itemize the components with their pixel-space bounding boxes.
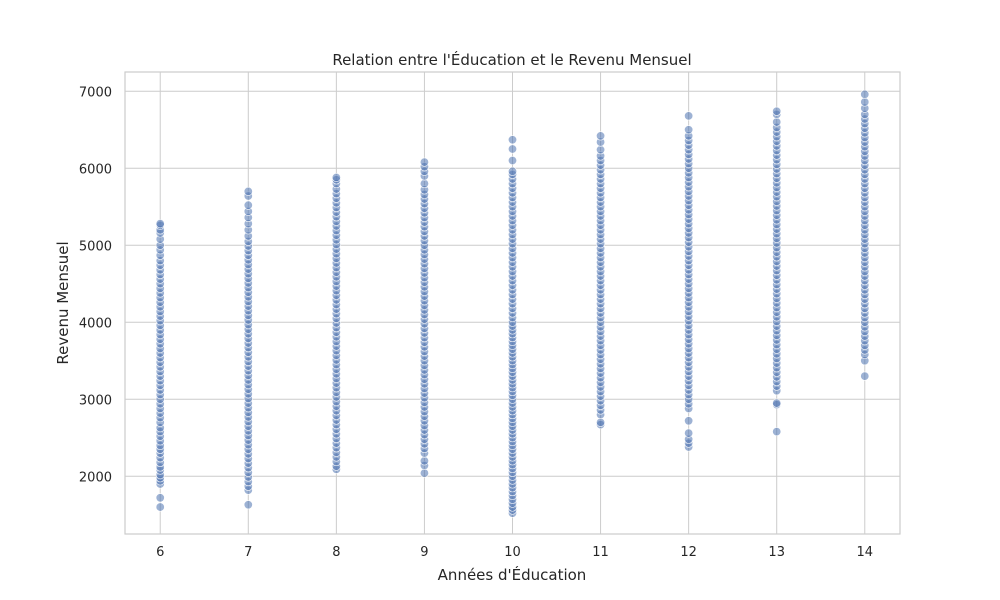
plot-frame (124, 71, 901, 535)
data-point (155, 219, 165, 229)
data-point (419, 157, 429, 167)
data-point (684, 111, 694, 121)
y-tick-label: 2000 (79, 470, 112, 485)
x-tick-label: 9 (420, 545, 428, 560)
x-tick-label: 6 (156, 545, 164, 560)
y-tick-label: 5000 (79, 239, 112, 254)
x-tick-label: 12 (680, 545, 697, 560)
y-axis-label: Revenu Mensuel (54, 241, 72, 364)
data-points (155, 89, 870, 518)
y-tick-label: 7000 (79, 85, 112, 100)
data-point (155, 493, 165, 503)
data-point (772, 117, 782, 127)
data-point (419, 179, 429, 189)
data-point (596, 417, 606, 427)
data-point (155, 502, 165, 512)
x-tick-label: 14 (856, 545, 873, 560)
data-point (507, 135, 517, 145)
data-point (507, 166, 517, 176)
x-tick-labels: 6 7 8 9 10 11 12 13 14 (156, 545, 873, 560)
data-point (596, 145, 606, 155)
x-tick-label: 11 (592, 545, 609, 560)
x-tick-label: 7 (244, 545, 252, 560)
data-point (772, 106, 782, 116)
y-tick-label: 6000 (79, 162, 112, 177)
chart-title: Relation entre l'Éducation et le Revenu … (332, 50, 691, 69)
data-point (684, 125, 694, 135)
y-tick-labels: 2000 3000 4000 5000 6000 7000 (79, 85, 112, 485)
data-point (243, 200, 253, 210)
data-point (772, 398, 782, 408)
data-point (243, 500, 253, 510)
data-point (860, 89, 870, 99)
data-point (860, 97, 870, 107)
x-tick-label: 13 (768, 545, 785, 560)
data-point (243, 186, 253, 196)
data-point (772, 427, 782, 437)
x-tick-label: 8 (332, 545, 340, 560)
data-point (596, 131, 606, 141)
data-point (507, 144, 517, 154)
data-point (419, 468, 429, 478)
data-point (419, 456, 429, 466)
data-point (684, 428, 694, 438)
x-tick-label: 10 (504, 545, 521, 560)
y-tick-label: 4000 (79, 316, 112, 331)
data-point (507, 156, 517, 166)
data-point (684, 416, 694, 426)
data-point (860, 371, 870, 381)
y-tick-label: 3000 (79, 393, 112, 408)
x-axis-label: Années d'Éducation (438, 565, 587, 584)
data-point (331, 172, 341, 182)
